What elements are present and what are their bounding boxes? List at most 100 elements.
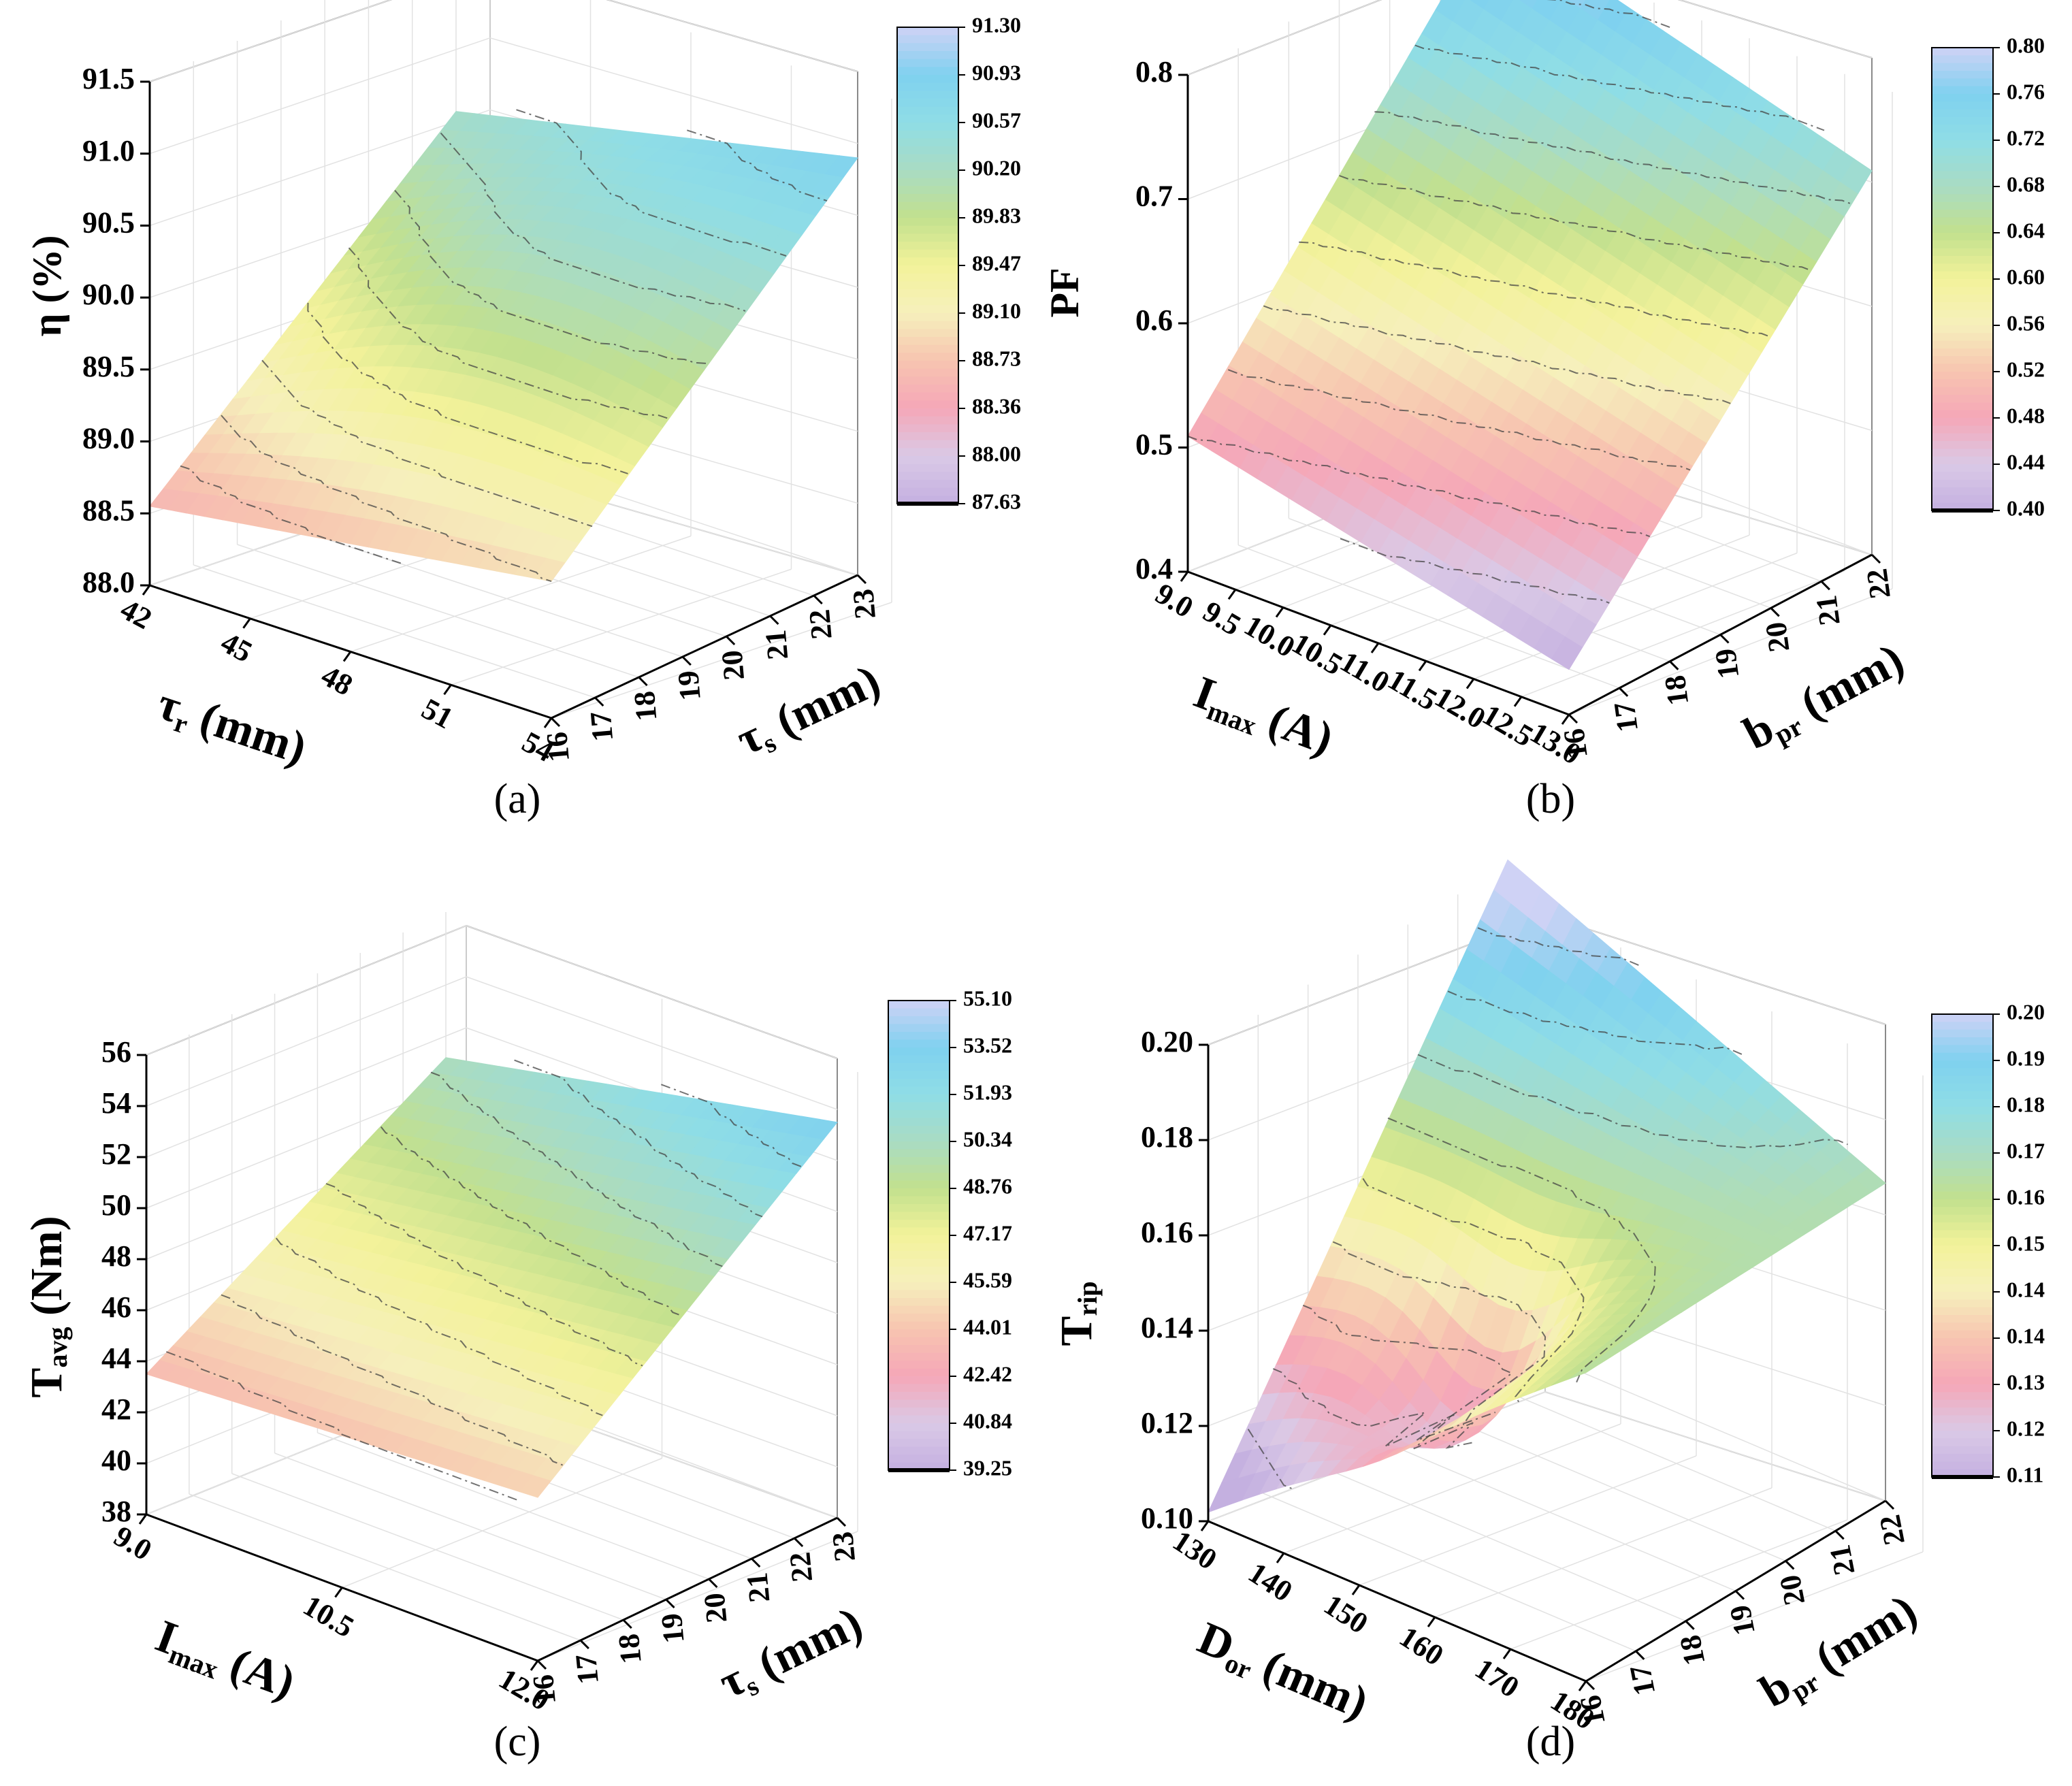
colorbar-swatch (1932, 1099, 1993, 1107)
contour-line (180, 465, 402, 564)
contour-line (1547, 0, 1672, 29)
colorbar-swatch (888, 1376, 950, 1385)
colorbar-swatch (1932, 1454, 1993, 1463)
colorbar-tick-label: 0.17 (2007, 1138, 2045, 1163)
colorbar-tick-label: 42.42 (963, 1361, 1012, 1386)
y-tick-label: 19 (655, 1612, 691, 1645)
gridline (342, 1457, 662, 1589)
colorbar-tick-label: 55.10 (963, 986, 1012, 1010)
colorbar-swatch (888, 1243, 950, 1252)
colorbar-swatch (1932, 178, 1993, 187)
colorbar-swatch (897, 123, 958, 131)
colorbar-swatch (888, 1071, 950, 1079)
x-tick-label: 51 (417, 692, 459, 735)
colorbar-swatch (888, 1305, 950, 1314)
gridline (1359, 1455, 1697, 1586)
colorbar-swatch (888, 1408, 950, 1416)
colorbar-swatch (888, 1321, 950, 1330)
colorbar-tick-label: 0.40 (2007, 496, 2045, 520)
colorbar-swatch (888, 1001, 950, 1009)
colorbar-swatch (897, 225, 958, 235)
surface-cell (1568, 0, 1587, 9)
z-tick-label: 88.0 (82, 566, 135, 599)
contour-line (165, 1351, 519, 1501)
colorbar-swatch (888, 1235, 950, 1244)
colorbar-swatch (897, 130, 958, 140)
gridline (280, 523, 683, 657)
colorbar-swatch (897, 249, 958, 259)
colorbar-swatch (1932, 1029, 1993, 1038)
colorbar-swatch (888, 1126, 950, 1135)
colorbar-swatch (888, 1110, 950, 1119)
contour-line (221, 415, 552, 583)
colorbar-tick-label: 40.84 (963, 1408, 1012, 1433)
colorbar-swatch (897, 218, 958, 227)
contour-line (514, 1059, 763, 1218)
colorbar-swatch (1932, 1207, 1993, 1216)
colorbar-tick-label: 0.14 (2007, 1277, 2045, 1301)
surface-cell (1435, 0, 1466, 22)
colorbar-swatch (1932, 402, 1993, 411)
x-tick (342, 651, 352, 662)
colorbar-swatch (1932, 410, 1993, 419)
z-tick-label: 46 (101, 1290, 131, 1324)
colorbar-swatch (897, 186, 958, 195)
colorbar-swatch (897, 297, 958, 306)
y-tick-label: 22 (1873, 1512, 1911, 1548)
colorbar-swatch (1932, 248, 1993, 257)
z-tick-label: 0.20 (1141, 1025, 1193, 1058)
colorbar-swatch (897, 408, 958, 417)
y-tick-label: 17 (584, 710, 620, 743)
colorbar-swatch (897, 368, 958, 378)
panel-c: 38 40 42 44 46 48 50 52 54 56 Tavg (Nm) 9.010.512.0… (22, 912, 1012, 1765)
colorbar-swatch (897, 361, 958, 370)
colorbar-swatch (1932, 279, 1993, 288)
colorbar-tick-label: 0.52 (2007, 357, 2045, 381)
contour-line (516, 109, 787, 257)
z-title-sub: avg (42, 1327, 73, 1368)
colorbar-tick-label: 88.36 (972, 393, 1021, 418)
z-axis: 0.10 0.12 0.14 0.16 0.18 0.20 (1141, 1025, 1210, 1535)
colorbar-swatch (1932, 1353, 1993, 1362)
colorbar-swatch (1932, 472, 1993, 481)
colorbar-tick-label: 0.60 (2007, 264, 2045, 289)
colorbar-swatch (1932, 1246, 1993, 1254)
gridline (149, 109, 491, 227)
colorbar-swatch (897, 194, 958, 203)
y-tick-label: 22 (783, 1550, 819, 1584)
x-title-unit: (A) (213, 1633, 302, 1708)
y-tick-label: 16 (1557, 726, 1594, 760)
contour-line (1417, 1054, 1848, 1149)
colorbar-swatch (888, 1392, 950, 1401)
y-axis-line (537, 1516, 838, 1662)
colorbar-swatch (1932, 356, 1993, 365)
colorbar-tick-label: 0.11 (2007, 1462, 2043, 1487)
y-tick (1719, 634, 1730, 644)
colorbar-swatch (1932, 495, 1993, 504)
colorbar-swatch (1932, 63, 1993, 71)
x-axis-title: τr (mm) (150, 677, 313, 777)
y-tick (1734, 1590, 1745, 1600)
colorbar-swatch (1932, 171, 1993, 180)
colorbar-swatch (897, 448, 958, 457)
y-tick-label: 17 (569, 1653, 605, 1686)
y-tick (681, 655, 692, 666)
surface (149, 109, 858, 583)
x-axis-title: Imax (A) (148, 1609, 302, 1711)
y-tick (665, 1598, 675, 1609)
x-tick (1323, 624, 1332, 636)
y-tick-label: 16 (526, 1673, 562, 1706)
colorbar-swatch (897, 210, 958, 218)
colorbar-swatch (1932, 132, 1993, 141)
contour-line (1299, 241, 1772, 338)
contour-line (325, 1183, 643, 1367)
gridline (466, 925, 838, 1059)
z-tick-label: 0.16 (1141, 1216, 1193, 1249)
y-tick-label: 16 (1573, 1693, 1612, 1729)
colorbar-swatch (1932, 418, 1993, 427)
contour-line (1227, 369, 1691, 471)
x-title-unit: (A) (1251, 689, 1340, 764)
colorbar-swatch (1932, 1037, 1993, 1046)
panel-b: 0.40.50.60.70.8PF9.09.510.010.511.011.51… (1042, 0, 2045, 822)
